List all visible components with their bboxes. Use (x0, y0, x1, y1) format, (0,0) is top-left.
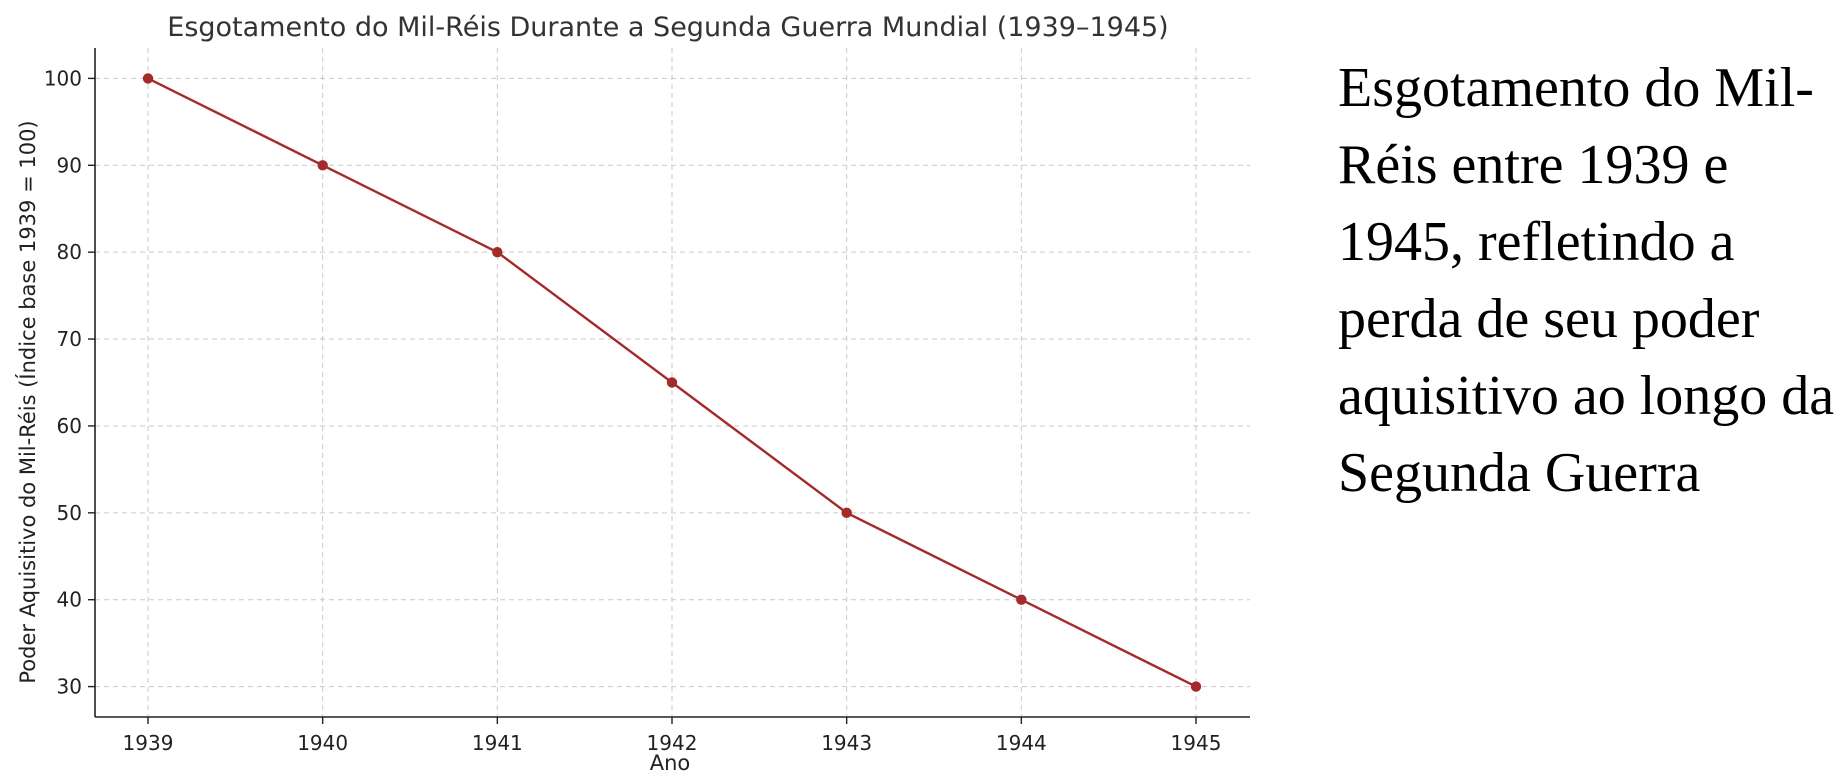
x-tick-label: 1945 (1171, 731, 1222, 755)
series (142, 73, 1202, 692)
y-tick-label: 50 (57, 501, 82, 525)
grid (95, 48, 1250, 717)
x-tick-label: 1942 (647, 731, 698, 755)
data-point (142, 73, 154, 84)
y-tick-label: 100 (44, 66, 82, 90)
ticks: 30 40 50 60 70 80 90 100 1939 1940 1941 1942 1943 194… (44, 66, 1222, 755)
y-tick-label: 60 (57, 414, 82, 438)
y-tick-label: 70 (57, 327, 82, 351)
x-tick-label: 1944 (996, 731, 1047, 755)
data-point (317, 160, 328, 171)
data-point (492, 246, 503, 258)
x-tick-label: 1941 (472, 731, 523, 755)
y-tick-label: 80 (57, 240, 82, 264)
data-point (841, 507, 852, 519)
chart: Esgotamento do Mil-Réis Durante a Segund… (15, 12, 1250, 775)
chart-title: Esgotamento do Mil-Réis Durante a Segund… (167, 12, 1168, 43)
x-axis-label: Ano (650, 751, 691, 775)
x-tick-label: 1939 (123, 731, 174, 755)
chart-svg: Esgotamento do Mil-Réis Durante a Segund… (15, 12, 1250, 775)
y-tick-label: 30 (57, 675, 82, 699)
x-tick-label: 1943 (821, 731, 872, 755)
data-point (666, 377, 678, 388)
data-point (1190, 681, 1202, 692)
y-tick-label: 40 (57, 588, 82, 612)
y-tick-label: 90 (57, 153, 82, 177)
y-axis-label: Poder Aquisitivo do Mil-Réis (Índice bas… (15, 120, 40, 683)
caption-text: Esgotamento do Mil-Réis entre 1939 e 194… (1338, 57, 1835, 504)
data-point (1016, 594, 1027, 605)
x-tick-label: 1940 (297, 731, 348, 755)
